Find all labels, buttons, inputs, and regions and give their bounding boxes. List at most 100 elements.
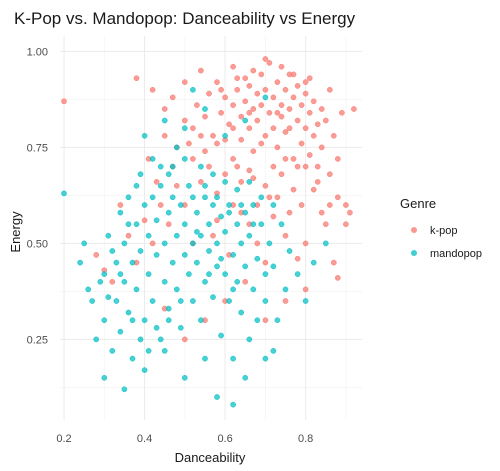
mandopop-point xyxy=(310,259,317,266)
kpop-point xyxy=(234,163,241,170)
mandopop-point xyxy=(250,286,257,293)
kpop-point xyxy=(149,240,156,247)
kpop-point xyxy=(238,136,245,143)
mandopop-point xyxy=(226,209,232,216)
kpop-point xyxy=(290,94,297,101)
mandopop-point xyxy=(234,186,241,193)
mandopop-point xyxy=(238,240,245,247)
mandopop-point xyxy=(181,125,188,132)
mandopop-point xyxy=(222,228,228,235)
mandopop-point xyxy=(125,194,132,201)
kpop-point xyxy=(262,317,269,324)
mandopop-point xyxy=(145,232,152,239)
x-tick-label: 0.4 xyxy=(137,433,152,445)
kpop-point xyxy=(238,113,245,120)
x-tick-label: 0.2 xyxy=(56,433,71,445)
mandopop-point xyxy=(157,336,164,343)
legend-key-mandopop xyxy=(411,250,417,256)
chart-title: K-Pop vs. Mandopop: Danceability vs Ener… xyxy=(14,9,356,28)
kpop-point xyxy=(278,171,285,178)
mandopop-point xyxy=(181,374,188,381)
mandopop-point xyxy=(173,144,180,151)
kpop-point xyxy=(202,113,208,120)
kpop-point xyxy=(117,202,124,208)
kpop-point xyxy=(274,79,281,85)
kpop-point xyxy=(93,252,100,258)
kpop-point xyxy=(278,102,285,108)
legend-key-kpop xyxy=(411,227,417,233)
mandopop-point xyxy=(161,348,168,354)
kpop-point xyxy=(250,148,257,155)
kpop-point xyxy=(206,90,212,97)
mandopop-point xyxy=(101,374,108,381)
mandopop-point xyxy=(190,86,196,93)
kpop-point xyxy=(202,148,208,155)
x-tick-label: 0.8 xyxy=(298,433,313,445)
kpop-point xyxy=(262,259,269,266)
mandopop-point xyxy=(145,348,152,354)
kpop-point xyxy=(258,102,265,108)
mandopop-point xyxy=(125,221,132,228)
mandopop-point xyxy=(165,305,172,312)
kpop-point xyxy=(157,202,164,208)
kpop-point xyxy=(173,182,180,189)
mandopop-point xyxy=(133,286,140,293)
mandopop-point xyxy=(169,259,176,266)
kpop-point xyxy=(326,202,333,208)
legend-title: Genre xyxy=(400,196,436,211)
mandopop-point xyxy=(254,317,261,324)
mandopop-point xyxy=(246,179,253,185)
mandopop-point xyxy=(149,156,156,162)
y-tick-label: 0.25 xyxy=(27,334,48,346)
kpop-point xyxy=(274,194,281,201)
kpop-point xyxy=(318,106,325,112)
kpop-point xyxy=(302,125,309,132)
kpop-point xyxy=(326,86,333,93)
mandopop-point xyxy=(206,271,212,277)
kpop-point xyxy=(343,202,349,208)
mandopop-point xyxy=(89,298,96,304)
mandopop-point xyxy=(230,252,236,258)
mandopop-point xyxy=(202,355,208,362)
mandopop-point xyxy=(270,263,277,270)
mandopop-point xyxy=(246,336,253,343)
mandopop-point xyxy=(262,298,269,304)
kpop-point xyxy=(298,140,305,147)
kpop-point xyxy=(330,132,337,139)
mandopop-point xyxy=(246,232,253,239)
kpop-point xyxy=(61,98,67,105)
kpop-point xyxy=(339,109,345,116)
kpop-point xyxy=(262,132,269,139)
kpop-point xyxy=(282,298,289,304)
mandopop-point xyxy=(274,317,281,324)
mandopop-point xyxy=(177,324,184,331)
mandopop-point xyxy=(186,182,192,189)
mandopop-point xyxy=(173,232,180,239)
mandopop-point xyxy=(242,263,249,270)
kpop-point xyxy=(270,163,277,170)
mandopop-point xyxy=(113,298,120,304)
kpop-point xyxy=(258,71,265,78)
mandopop-point xyxy=(97,278,104,285)
series-kpop-points xyxy=(61,56,357,343)
mandopop-point xyxy=(153,217,160,224)
mandopop-point xyxy=(194,228,200,235)
kpop-point xyxy=(181,336,188,343)
mandopop-point xyxy=(117,209,124,216)
kpop-point xyxy=(258,140,265,147)
kpop-point xyxy=(274,144,281,151)
mandopop-point xyxy=(161,240,168,247)
mandopop-point xyxy=(250,202,257,208)
mandopop-point xyxy=(137,171,144,178)
legend-label-kpop: k-pop xyxy=(430,225,458,237)
kpop-point xyxy=(282,232,289,239)
kpop-point xyxy=(330,259,337,266)
kpop-point xyxy=(322,221,329,228)
kpop-point xyxy=(294,117,301,124)
kpop-point xyxy=(274,109,281,116)
kpop-point xyxy=(302,240,309,247)
kpop-point xyxy=(282,129,289,135)
mandopop-point xyxy=(214,240,220,247)
kpop-point xyxy=(246,167,253,174)
kpop-point xyxy=(286,209,293,216)
